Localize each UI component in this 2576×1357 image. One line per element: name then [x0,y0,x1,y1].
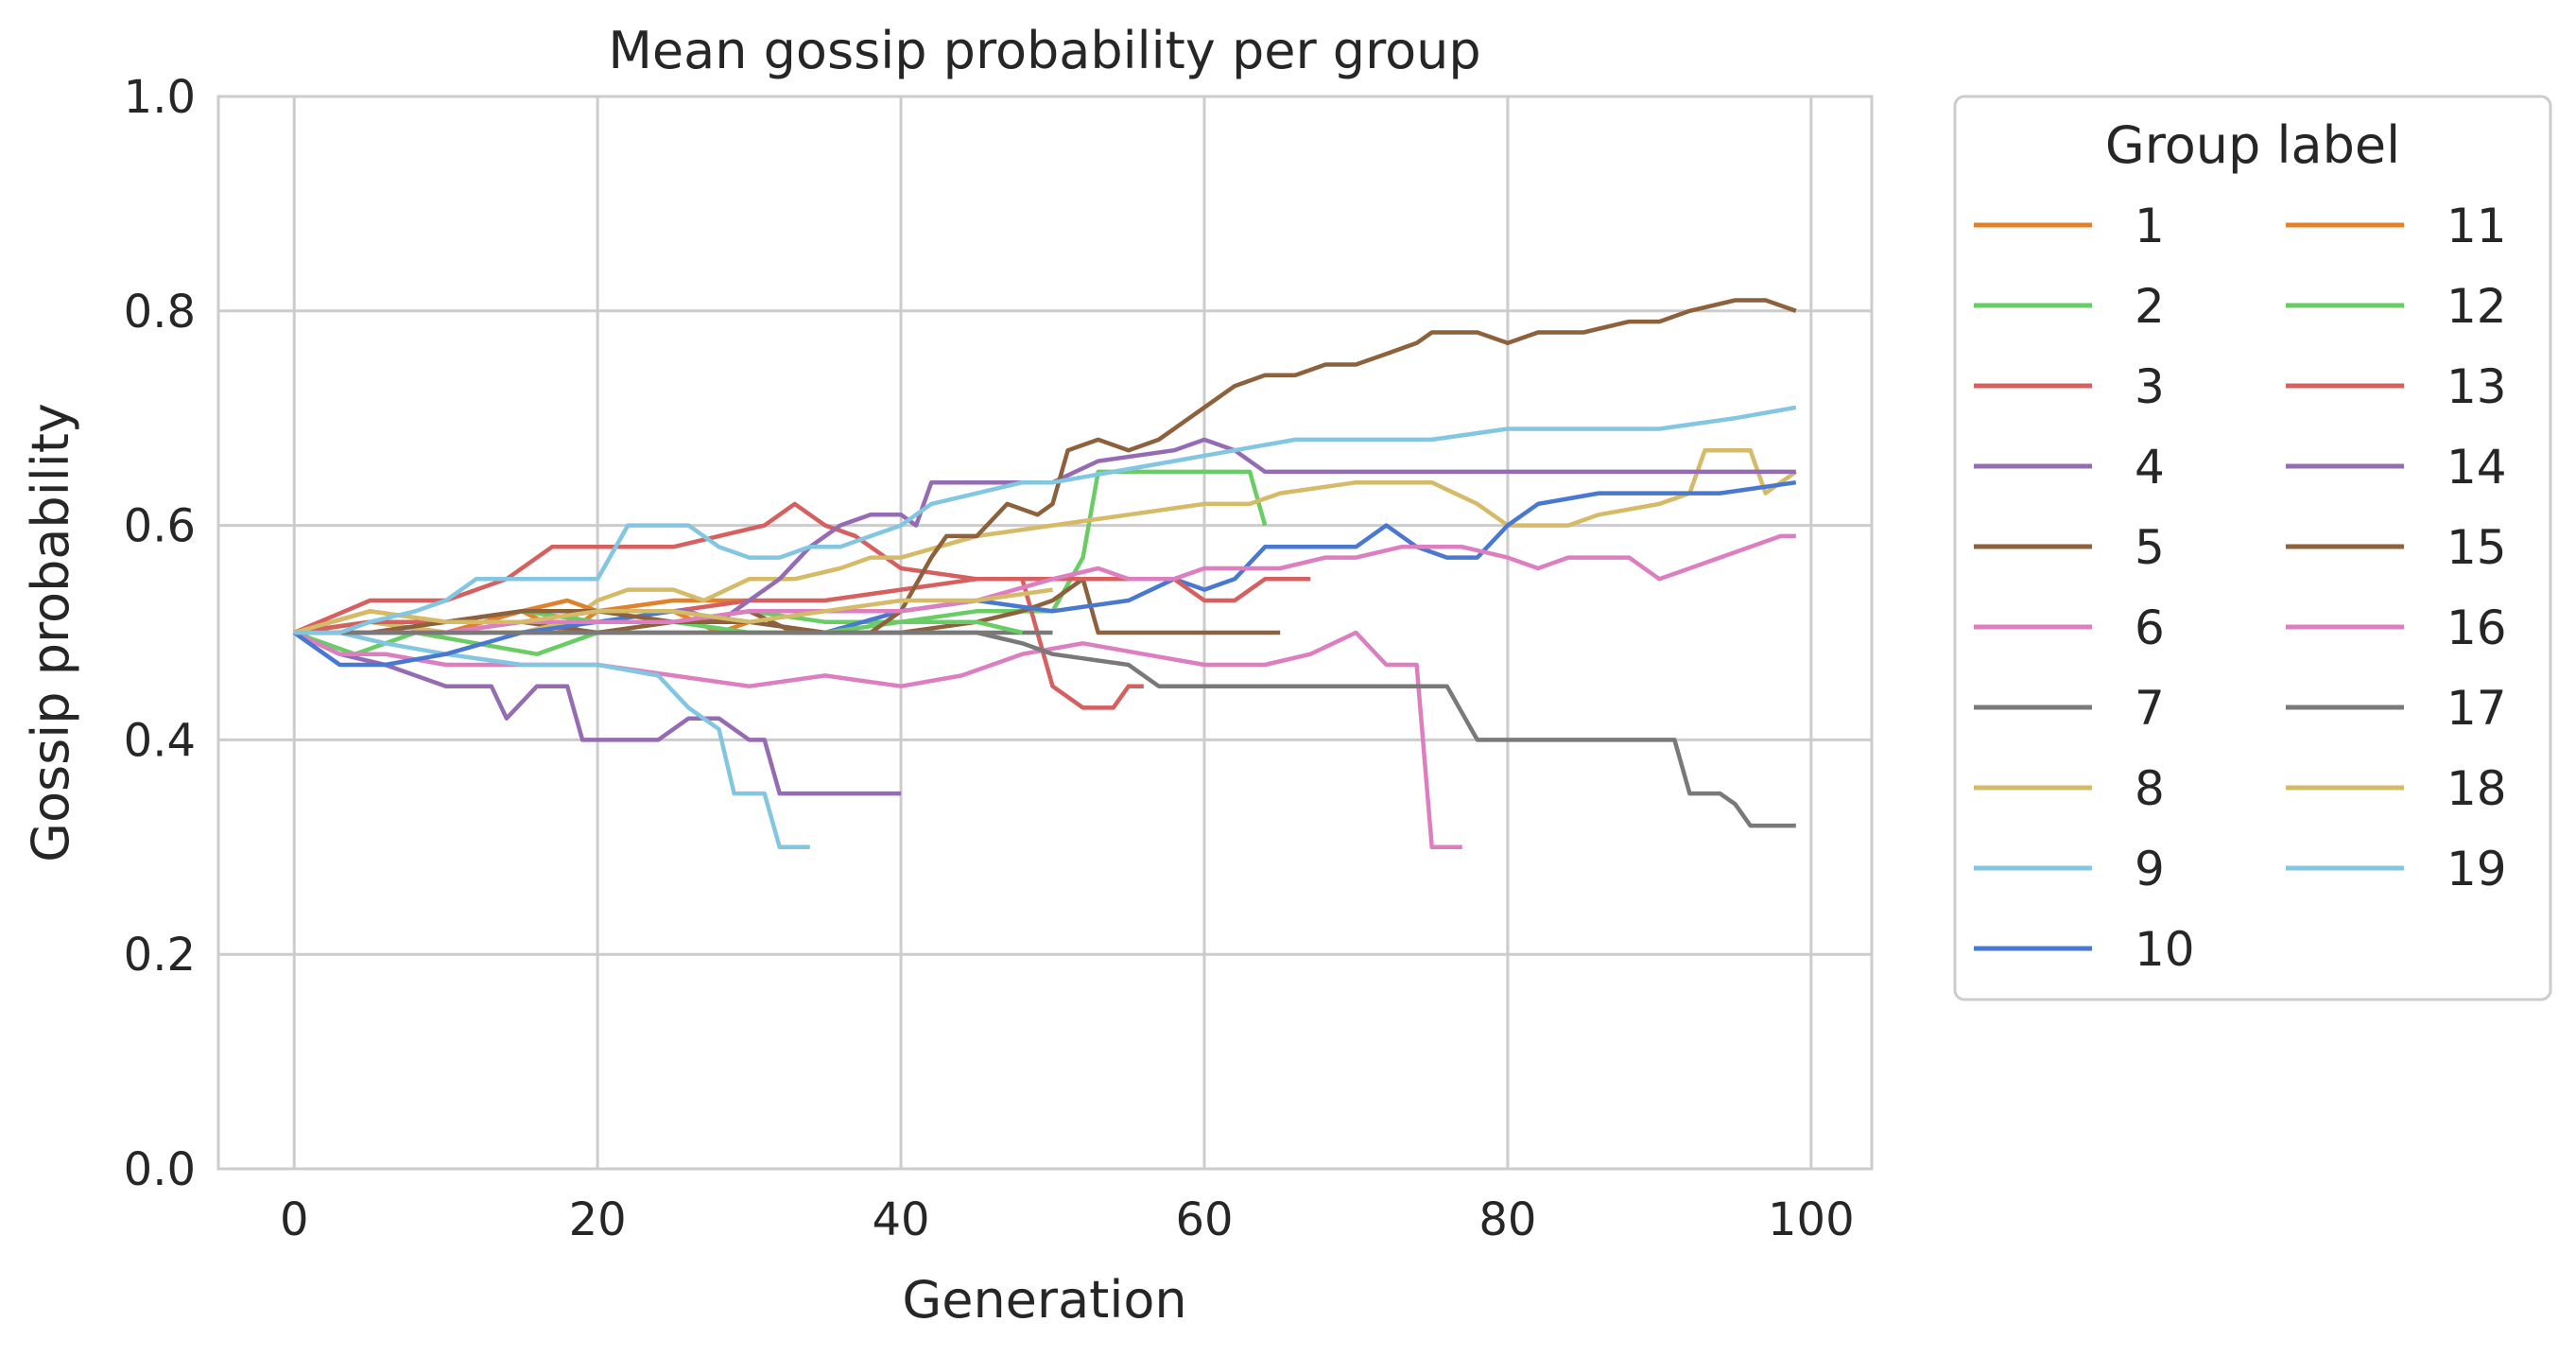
chart-title: Mean gossip probability per group [608,21,1480,80]
y-tick-label: 0.2 [124,929,196,982]
x-tick-label: 60 [1175,1193,1233,1246]
legend: Group label 1234567891011121314151617181… [1953,95,2552,1001]
series-line-18 [293,587,1053,635]
x-tick-label: 20 [569,1193,627,1246]
legend-label-4: 4 [2135,440,2165,495]
legend-label-14: 14 [2446,440,2507,495]
legend-label-2: 2 [2135,279,2165,334]
x-axis-label: Generation [902,1270,1186,1330]
x-tick-label: 0 [280,1193,309,1246]
plot-frame [216,95,1874,1171]
series-line-9 [294,630,810,850]
y-tick-label: 0.6 [124,500,196,553]
series-line-19 [294,405,1797,635]
plot-area [216,95,1874,1171]
legend-label-12: 12 [2446,279,2507,334]
legend-label-7: 7 [2135,681,2165,736]
series-line-15 [294,298,1797,635]
legend-label-16: 16 [2446,600,2507,655]
y-tick-label: 0.8 [124,286,196,339]
y-tick-label: 1.0 [124,71,196,124]
series-line-3 [293,501,1144,710]
legend-label-9: 9 [2135,842,2165,896]
legend-frame [1953,95,2552,1001]
legend-label-18: 18 [2446,761,2507,816]
x-tick-label: 80 [1478,1193,1536,1246]
legend-label-10: 10 [2135,922,2195,977]
legend-label-13: 13 [2446,359,2507,414]
x-tick-label: 40 [873,1193,930,1246]
series-line-8 [293,447,1798,635]
legend-label-1: 1 [2135,199,2165,253]
series-line-6 [293,630,1462,850]
y-tick-label: 0.4 [124,714,196,767]
legend-label-19: 19 [2446,842,2507,896]
legend-label-6: 6 [2135,600,2165,655]
y-axis-ticks: 0.0 0.2 0.4 0.6 0.8 1.0 [124,71,196,1196]
legend-label-5: 5 [2135,520,2165,575]
legend-label-11: 11 [2446,199,2507,253]
legend-label-8: 8 [2135,761,2165,816]
y-axis-label: Gossip probability [21,403,80,862]
legend-title: Group label [2105,115,2400,175]
series-line-4 [293,630,902,796]
series-layer [292,298,1798,850]
series-line-17 [294,630,1796,828]
legend-label-15: 15 [2446,520,2507,575]
y-tick-label: 0.0 [124,1143,196,1196]
legend-label-17: 17 [2446,681,2507,736]
series-line-16 [294,533,1796,635]
legend-label-3: 3 [2135,359,2165,414]
x-axis-ticks: 0 20 40 60 80 100 [280,1193,1855,1246]
x-tick-label: 100 [1768,1193,1855,1246]
